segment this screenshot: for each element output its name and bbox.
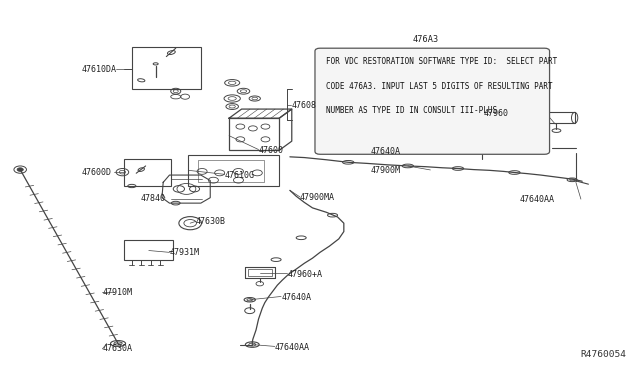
Text: 47610DA: 47610DA [81, 65, 116, 74]
Text: 47640A: 47640A [370, 147, 400, 156]
FancyBboxPatch shape [315, 48, 550, 154]
Text: FOR VDC RESTORATION SOFTWARE TYPE ID:  SELECT PART: FOR VDC RESTORATION SOFTWARE TYPE ID: SE… [326, 57, 557, 66]
Text: 47900MA: 47900MA [300, 193, 335, 202]
Text: R4760054: R4760054 [580, 350, 626, 359]
Text: 47840: 47840 [140, 194, 165, 203]
Bar [248, 269, 272, 276]
Text: 47610G: 47610G [225, 171, 255, 180]
Text: 47910M: 47910M [102, 288, 132, 297]
Bar [188, 155, 279, 186]
Text: 47640A: 47640A [281, 293, 311, 302]
Circle shape [17, 168, 23, 171]
Text: 47640AA: 47640AA [520, 195, 554, 204]
Text: CODE 476A3. INPUT LAST 5 DIGITS OF RESULTING PART: CODE 476A3. INPUT LAST 5 DIGITS OF RESUL… [326, 81, 553, 91]
Bar [229, 118, 279, 150]
Bar [124, 159, 172, 186]
Text: 47960: 47960 [483, 109, 508, 118]
Bar [198, 160, 264, 182]
Text: 476A3: 476A3 [412, 35, 438, 44]
Text: NUMBER AS TYPE ID IN CONSULT III-PLUS.: NUMBER AS TYPE ID IN CONSULT III-PLUS. [326, 106, 502, 115]
Text: 47960+A: 47960+A [287, 270, 323, 279]
Text: 47608: 47608 [291, 101, 316, 110]
Text: 47931M: 47931M [170, 248, 200, 257]
Text: 47640AA: 47640AA [275, 343, 310, 352]
Bar [132, 48, 201, 89]
Bar [124, 240, 173, 260]
Bar [538, 112, 575, 123]
Text: 47600: 47600 [259, 146, 284, 155]
Text: 47630B: 47630B [196, 217, 226, 226]
Text: 47630A: 47630A [102, 344, 132, 353]
Text: 47600D: 47600D [82, 168, 112, 177]
Text: 47900M: 47900M [370, 166, 400, 175]
